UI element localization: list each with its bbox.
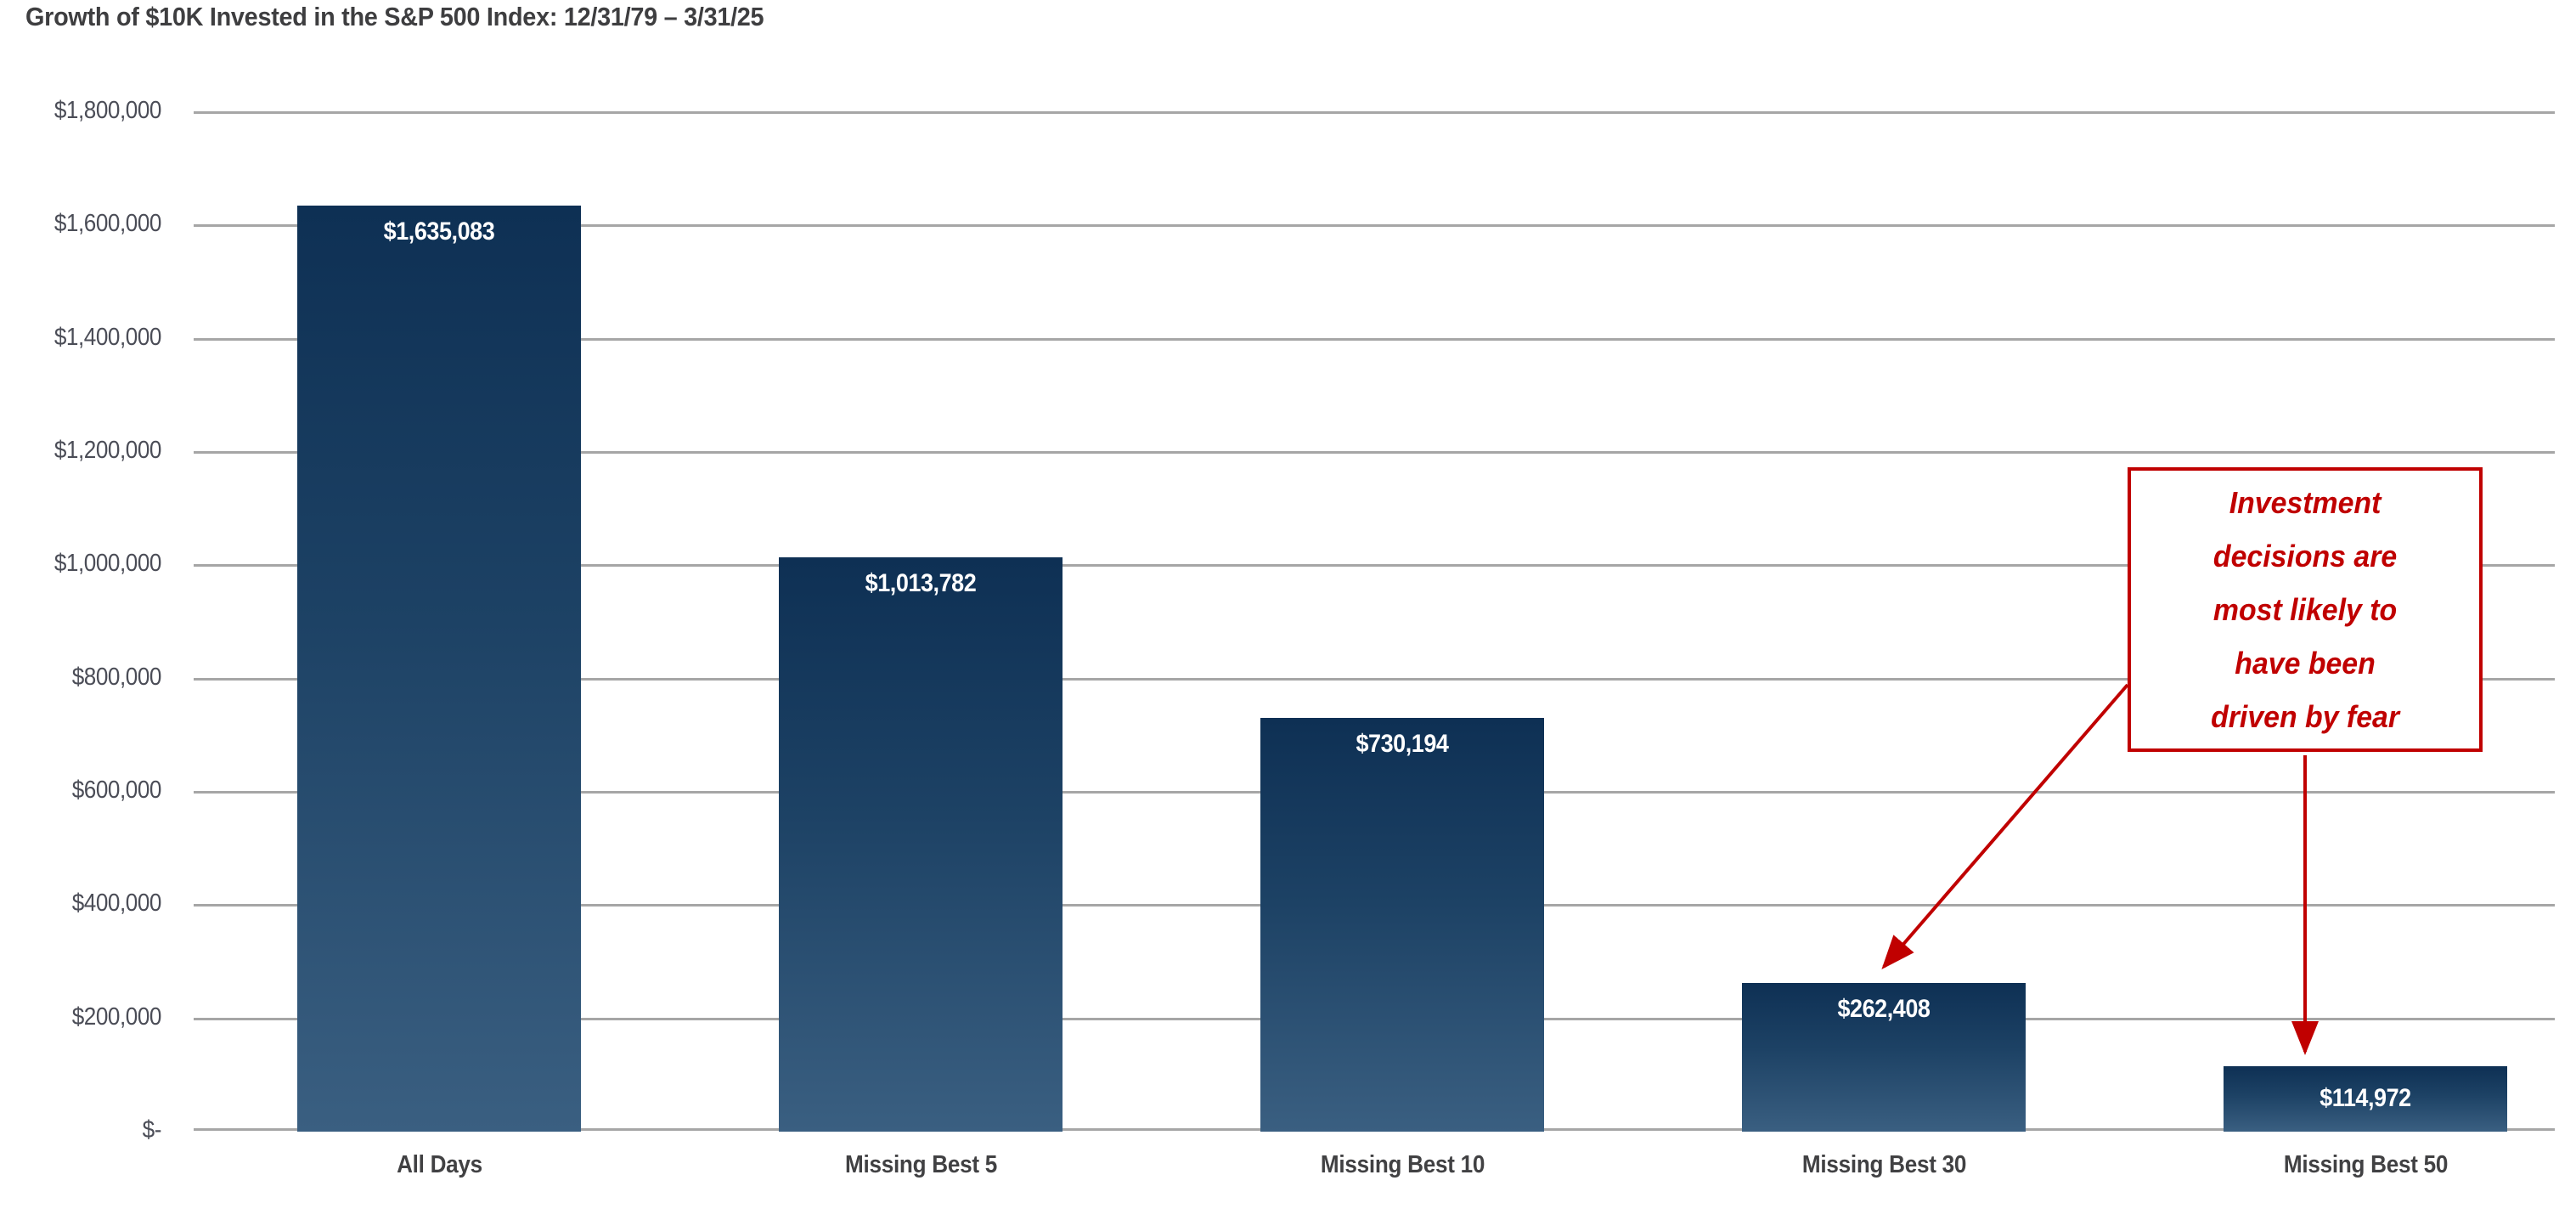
annotation-callout: Investment decisions are most likely to hav…: [2128, 467, 2483, 752]
annotation-text-line: decisions are: [2212, 539, 2398, 573]
x-tick-label: Missing Best 10: [1320, 1151, 1485, 1178]
x-tick-label: Missing Best 5: [845, 1151, 997, 1178]
y-tick-label: $1,800,000: [54, 97, 162, 124]
bar-all-days: $1,635,083: [297, 205, 581, 1132]
bar-slot: $114,972: [2125, 112, 2576, 1132]
bar-missing-best-50: $114,972: [2224, 1066, 2507, 1132]
x-axis: All Days Missing Best 5 Missing Best 10 Mis…: [199, 1151, 2576, 1202]
gridline: [194, 451, 2555, 454]
bar-slot: $262,408: [1643, 112, 2125, 1132]
annotation-text-line: driven by fear: [2211, 699, 2399, 734]
y-tick-label: $1,000,000: [54, 550, 162, 578]
y-tick-label: $1,400,000: [54, 323, 162, 351]
bar-value-label: $730,194: [1356, 730, 1449, 759]
y-tick-label: $200,000: [71, 1003, 162, 1031]
bar-value-label: $1,013,782: [865, 569, 977, 598]
bar-missing-best-30: $262,408: [1742, 983, 2026, 1132]
bar-missing-best-10: $730,194: [1260, 718, 1544, 1132]
gridline: [194, 337, 2555, 341]
bar-value-label: $262,408: [1837, 995, 1931, 1024]
bar-slot: $1,013,782: [680, 112, 1162, 1132]
y-tick-label: $400,000: [71, 890, 162, 918]
annotation-text-line: Investment: [2229, 485, 2382, 520]
gridline: [194, 677, 2555, 681]
x-tick-label: Missing Best 30: [1801, 1151, 1967, 1178]
y-axis: $- $200,000 $400,000 $600,000 $800,000 $1,000…: [0, 97, 162, 1144]
annotation-text-line: have been: [2235, 646, 2376, 681]
y-tick-label: $1,600,000: [54, 210, 162, 238]
gridline: [194, 564, 2555, 568]
gridline: [194, 224, 2555, 228]
bar-slot: $1,635,083: [199, 112, 680, 1132]
bar-slot: $730,194: [1162, 112, 1643, 1132]
y-tick-label: $800,000: [71, 663, 162, 691]
gridline: [194, 111, 2555, 114]
chart-title: Growth of $10K Invested in the S&P 500 I…: [25, 2, 764, 31]
y-tick-label: $1,200,000: [54, 437, 162, 464]
bar-missing-best-5: $1,013,782: [779, 557, 1063, 1132]
y-tick-label: $600,000: [71, 777, 162, 804]
x-tick-label: Missing Best 50: [2283, 1151, 2449, 1178]
y-tick-label: $-: [142, 1116, 162, 1144]
bar-value-label: $1,635,083: [383, 217, 495, 246]
bar-value-label: $114,972: [2320, 1083, 2411, 1112]
annotation-text-line: most likely to: [2212, 592, 2398, 627]
x-tick-label: All Days: [397, 1151, 482, 1178]
bar-series: $1,635,083 $1,013,782 $730,194 $262,408 $114…: [199, 112, 2576, 1132]
